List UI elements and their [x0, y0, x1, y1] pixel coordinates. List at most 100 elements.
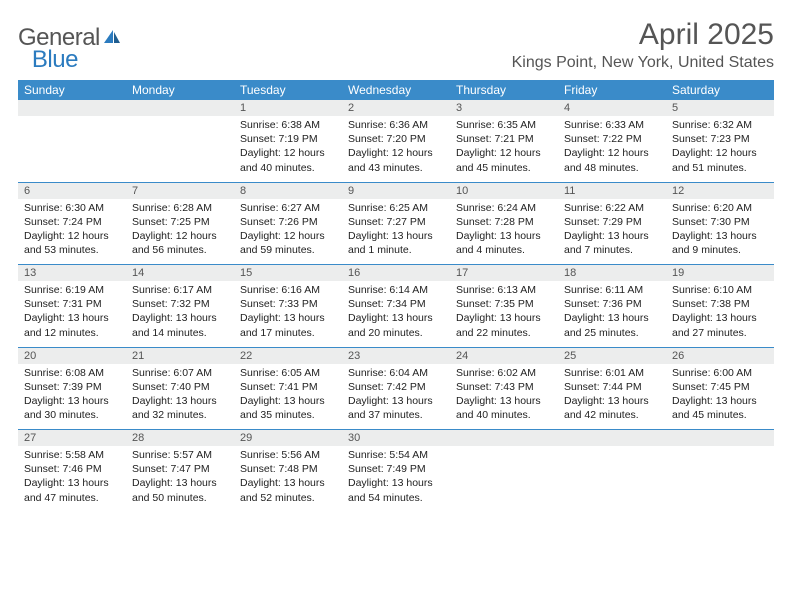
sunset-text: Sunset: 7:23 PM [672, 132, 768, 146]
day-cell: Sunrise: 6:07 AMSunset: 7:40 PMDaylight:… [126, 364, 234, 430]
sunrise-text: Sunrise: 6:13 AM [456, 283, 552, 297]
daylight-text: Daylight: 13 hours and 1 minute. [348, 229, 444, 257]
day-cell: Sunrise: 6:25 AMSunset: 7:27 PMDaylight:… [342, 199, 450, 265]
day-cell: Sunrise: 6:24 AMSunset: 7:28 PMDaylight:… [450, 199, 558, 265]
daylight-text: Daylight: 12 hours and 56 minutes. [132, 229, 228, 257]
day-number: 24 [450, 347, 558, 364]
day-number: 19 [666, 265, 774, 282]
daylight-text: Daylight: 13 hours and 17 minutes. [240, 311, 336, 339]
day-cell: Sunrise: 6:35 AMSunset: 7:21 PMDaylight:… [450, 116, 558, 182]
daylight-text: Daylight: 12 hours and 40 minutes. [240, 146, 336, 174]
day-cell: Sunrise: 6:00 AMSunset: 7:45 PMDaylight:… [666, 364, 774, 430]
daylight-text: Daylight: 12 hours and 51 minutes. [672, 146, 768, 174]
day-cell: Sunrise: 6:13 AMSunset: 7:35 PMDaylight:… [450, 281, 558, 347]
sunrise-text: Sunrise: 6:01 AM [564, 366, 660, 380]
sunset-text: Sunset: 7:19 PM [240, 132, 336, 146]
sunrise-text: Sunrise: 5:58 AM [24, 448, 120, 462]
day-number: 7 [126, 182, 234, 199]
day-cell: Sunrise: 6:27 AMSunset: 7:26 PMDaylight:… [234, 199, 342, 265]
sunset-text: Sunset: 7:46 PM [24, 462, 120, 476]
day-cell [126, 116, 234, 182]
daylight-text: Daylight: 12 hours and 53 minutes. [24, 229, 120, 257]
day-number: 28 [126, 430, 234, 447]
weekday-header: Friday [558, 80, 666, 100]
day-cell: Sunrise: 6:30 AMSunset: 7:24 PMDaylight:… [18, 199, 126, 265]
sunset-text: Sunset: 7:43 PM [456, 380, 552, 394]
sunrise-text: Sunrise: 5:56 AM [240, 448, 336, 462]
daylight-text: Daylight: 13 hours and 30 minutes. [24, 394, 120, 422]
daylight-text: Daylight: 13 hours and 14 minutes. [132, 311, 228, 339]
day-number: 14 [126, 265, 234, 282]
day-number: 2 [342, 100, 450, 116]
sunset-text: Sunset: 7:30 PM [672, 215, 768, 229]
day-number: 17 [450, 265, 558, 282]
daylight-text: Daylight: 12 hours and 48 minutes. [564, 146, 660, 174]
daylight-text: Daylight: 13 hours and 27 minutes. [672, 311, 768, 339]
day-cell: Sunrise: 6:14 AMSunset: 7:34 PMDaylight:… [342, 281, 450, 347]
weekday-header: Thursday [450, 80, 558, 100]
sunrise-text: Sunrise: 5:57 AM [132, 448, 228, 462]
day-cell: Sunrise: 6:33 AMSunset: 7:22 PMDaylight:… [558, 116, 666, 182]
daylight-text: Daylight: 13 hours and 7 minutes. [564, 229, 660, 257]
day-cell: Sunrise: 6:22 AMSunset: 7:29 PMDaylight:… [558, 199, 666, 265]
day-cell: Sunrise: 6:01 AMSunset: 7:44 PMDaylight:… [558, 364, 666, 430]
daylight-text: Daylight: 13 hours and 42 minutes. [564, 394, 660, 422]
weekday-header: Monday [126, 80, 234, 100]
sunset-text: Sunset: 7:29 PM [564, 215, 660, 229]
sunrise-text: Sunrise: 6:14 AM [348, 283, 444, 297]
day-cell: Sunrise: 6:20 AMSunset: 7:30 PMDaylight:… [666, 199, 774, 265]
sunrise-text: Sunrise: 6:11 AM [564, 283, 660, 297]
daylight-text: Daylight: 13 hours and 25 minutes. [564, 311, 660, 339]
day-cell [666, 446, 774, 512]
day-cell: Sunrise: 6:17 AMSunset: 7:32 PMDaylight:… [126, 281, 234, 347]
sunrise-text: Sunrise: 6:27 AM [240, 201, 336, 215]
day-number: 10 [450, 182, 558, 199]
content-row: Sunrise: 6:38 AMSunset: 7:19 PMDaylight:… [18, 116, 774, 182]
day-cell: Sunrise: 5:58 AMSunset: 7:46 PMDaylight:… [18, 446, 126, 512]
day-number: 12 [666, 182, 774, 199]
day-number: 11 [558, 182, 666, 199]
sunset-text: Sunset: 7:34 PM [348, 297, 444, 311]
calendar-table: Sunday Monday Tuesday Wednesday Thursday… [18, 80, 774, 512]
day-number: 1 [234, 100, 342, 116]
daylight-text: Daylight: 13 hours and 37 minutes. [348, 394, 444, 422]
day-cell: Sunrise: 6:02 AMSunset: 7:43 PMDaylight:… [450, 364, 558, 430]
weekday-header: Tuesday [234, 80, 342, 100]
day-cell: Sunrise: 5:57 AMSunset: 7:47 PMDaylight:… [126, 446, 234, 512]
sunset-text: Sunset: 7:33 PM [240, 297, 336, 311]
location: Kings Point, New York, United States [512, 54, 774, 72]
daylight-text: Daylight: 13 hours and 45 minutes. [672, 394, 768, 422]
content-row: Sunrise: 5:58 AMSunset: 7:46 PM Daylight:… [18, 446, 774, 512]
day-cell: Sunrise: 6:05 AMSunset: 7:41 PMDaylight:… [234, 364, 342, 430]
day-cell: Sunrise: 6:10 AMSunset: 7:38 PMDaylight:… [666, 281, 774, 347]
day-number: 22 [234, 347, 342, 364]
day-number: 23 [342, 347, 450, 364]
daylight-text: Daylight: 12 hours and 43 minutes. [348, 146, 444, 174]
sunset-text: Sunset: 7:41 PM [240, 380, 336, 394]
daynum-row: 27282930 [18, 430, 774, 447]
sunrise-text: Sunrise: 6:08 AM [24, 366, 120, 380]
sunrise-text: Sunrise: 6:28 AM [132, 201, 228, 215]
day-number: 26 [666, 347, 774, 364]
sunset-text: Sunset: 7:21 PM [456, 132, 552, 146]
daylight-text: Daylight: 13 hours and 35 minutes. [240, 394, 336, 422]
content-row: Sunrise: 6:30 AMSunset: 7:24 PMDaylight:… [18, 199, 774, 265]
sunset-text: Sunset: 7:39 PM [24, 380, 120, 394]
sunset-text: Sunset: 7:28 PM [456, 215, 552, 229]
brand-logo: General Blue [18, 18, 78, 74]
sunrise-text: Sunrise: 6:05 AM [240, 366, 336, 380]
day-cell: Sunrise: 6:28 AMSunset: 7:25 PMDaylight:… [126, 199, 234, 265]
sunrise-text: Sunrise: 6:35 AM [456, 118, 552, 132]
day-number: 4 [558, 100, 666, 116]
daylight-text: Daylight: 13 hours and 50 minutes. [132, 476, 228, 504]
sunrise-text: Sunrise: 6:24 AM [456, 201, 552, 215]
sunrise-text: Sunrise: 6:20 AM [672, 201, 768, 215]
day-number: 6 [18, 182, 126, 199]
sunset-text: Sunset: 7:24 PM [24, 215, 120, 229]
sunset-text: Sunset: 7:20 PM [348, 132, 444, 146]
sail-icon [102, 28, 122, 51]
sunrise-text: Sunrise: 5:54 AM [348, 448, 444, 462]
day-number: 8 [234, 182, 342, 199]
daylight-text: Daylight: 13 hours and 54 minutes. [348, 476, 444, 504]
sunrise-text: Sunrise: 6:33 AM [564, 118, 660, 132]
